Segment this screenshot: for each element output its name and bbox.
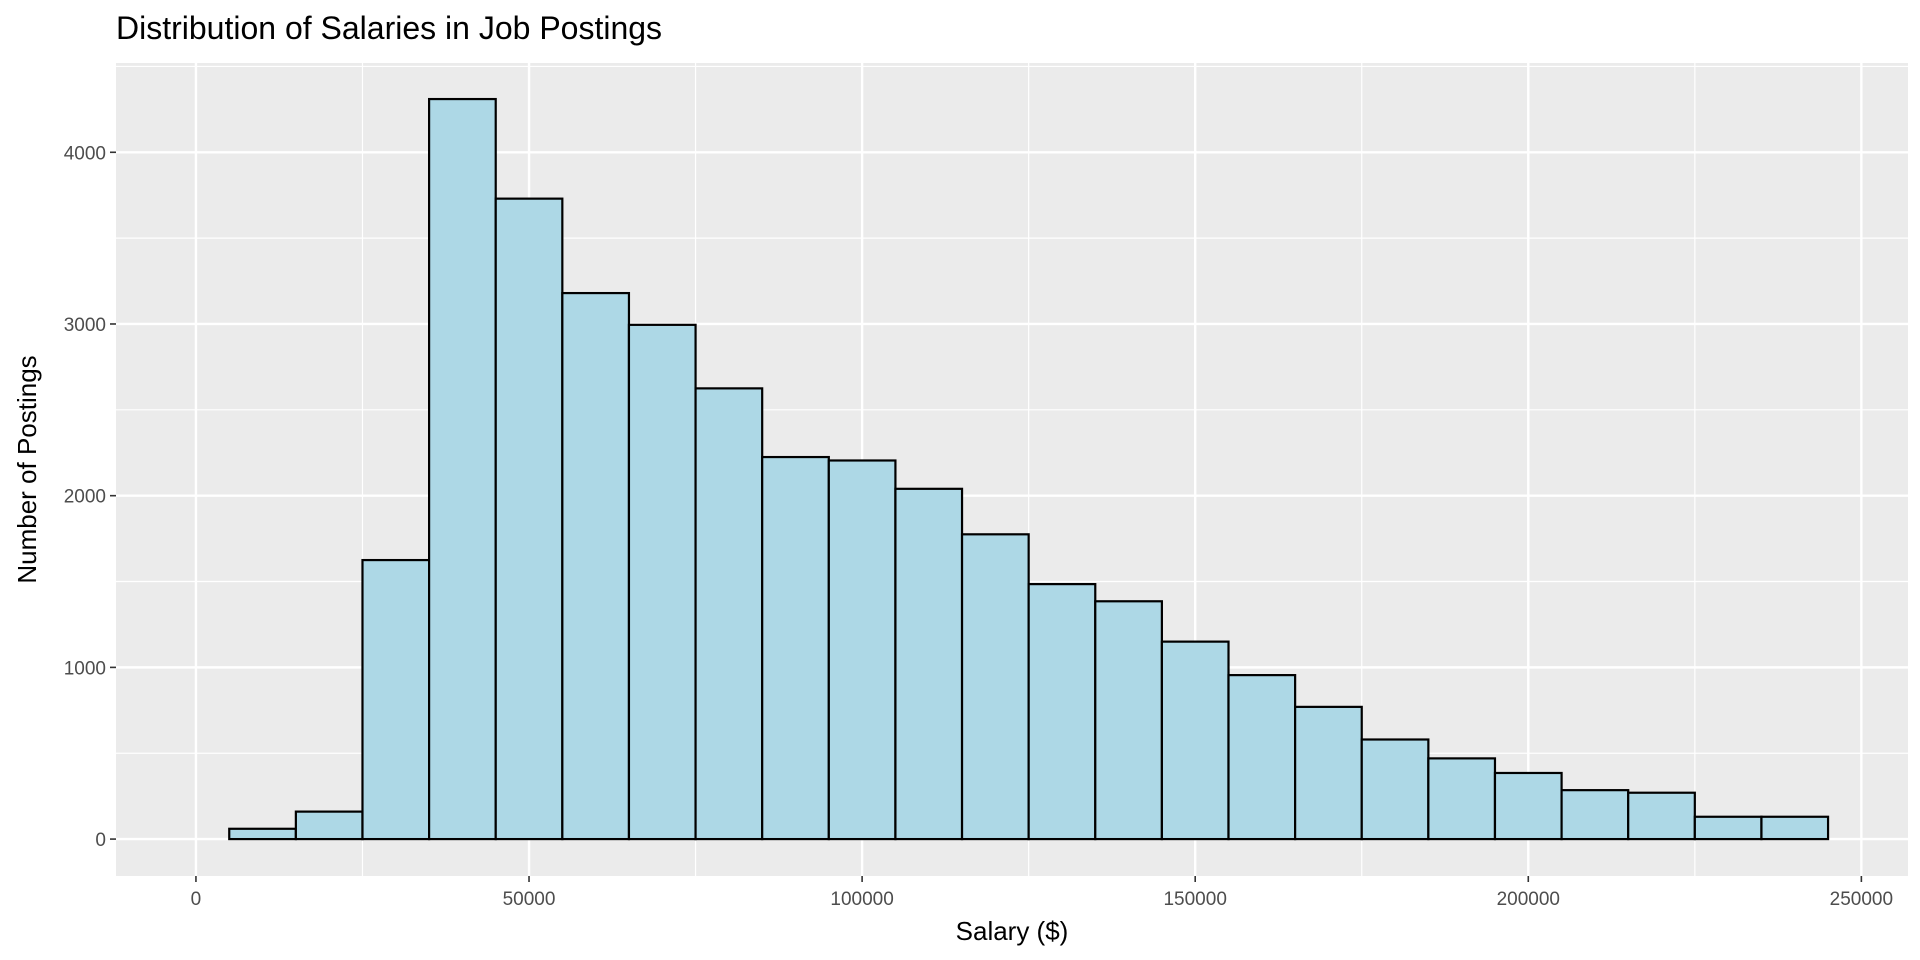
histogram-bar — [228, 827, 297, 841]
histogram-bar — [694, 387, 764, 841]
histogram-bar — [561, 291, 631, 841]
histogram-bar — [1427, 757, 1497, 841]
y-tick-label: 0 — [95, 830, 106, 851]
histogram-bar — [1027, 583, 1097, 841]
histogram-bar — [1560, 789, 1630, 841]
histogram-bar — [1094, 600, 1163, 841]
histogram-bar — [1294, 705, 1363, 841]
x-tick-label: 50000 — [503, 889, 556, 910]
histogram-bar — [294, 810, 364, 841]
histogram-bar — [1493, 771, 1563, 841]
histogram-bar — [1693, 815, 1763, 841]
x-tick-label: 100000 — [830, 889, 893, 910]
histogram-bar — [627, 323, 697, 841]
histogram-bar — [1760, 815, 1830, 841]
x-tick-label: 0 — [191, 889, 202, 910]
y-tick-label: 3000 — [64, 315, 106, 336]
y-tick-label: 2000 — [64, 487, 106, 508]
x-axis-title: Salary ($) — [956, 916, 1069, 946]
y-tick-label: 1000 — [64, 658, 106, 679]
chart-title: Distribution of Salaries in Job Postings — [116, 10, 662, 46]
histogram-bars — [228, 97, 1830, 841]
histogram-bar — [1627, 791, 1696, 841]
histogram-bar — [894, 487, 964, 841]
histogram-bar — [1360, 738, 1430, 841]
histogram-bar — [494, 197, 564, 841]
x-tick-label: 150000 — [1163, 889, 1226, 910]
histogram-bar — [1160, 640, 1230, 841]
histogram-bar — [361, 558, 431, 841]
y-tick-label: 4000 — [64, 143, 106, 164]
histogram-bar — [428, 97, 497, 841]
histogram-bar — [761, 455, 830, 841]
x-tick-label: 200000 — [1497, 889, 1560, 910]
x-tick-label: 250000 — [1830, 889, 1893, 910]
histogram-bar — [827, 459, 897, 841]
x-axis-ticks: 0 50000 100000 150000 200000 250000 — [191, 876, 1893, 910]
y-axis-ticks: 0 1000 2000 3000 4000 — [64, 143, 116, 851]
histogram-bar — [1227, 674, 1297, 841]
y-axis-title: Number of Postings — [12, 355, 42, 583]
histogram-bar — [960, 533, 1030, 841]
